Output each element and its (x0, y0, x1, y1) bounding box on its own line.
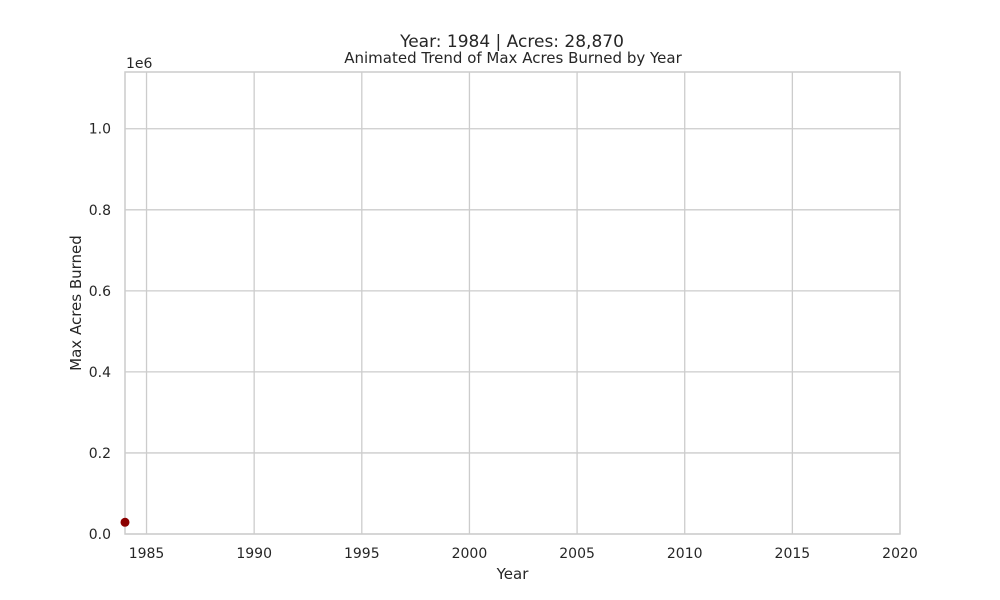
tick-layer: 1985 1990 1995 2000 2005 2010 2015 2020 0.0 0.2 0.… (89, 122, 918, 562)
x-tick-label: 1995 (344, 546, 380, 562)
data-point (120, 517, 130, 527)
x-tick-label: 2000 (452, 546, 488, 562)
y-tick-label: 0.8 (89, 203, 111, 219)
y-tick-label: 0.4 (89, 365, 111, 381)
mark-layer (120, 517, 130, 527)
x-tick-label: 2010 (667, 546, 703, 562)
y-tick-label: 0.2 (89, 446, 111, 462)
y-offset-label: 1e6 (126, 56, 153, 72)
chart-supertitle: Year: 1984 | Acres: 28,870 (400, 32, 624, 52)
x-tick-label: 2015 (775, 546, 811, 562)
y-tick-label: 0.6 (89, 284, 111, 300)
x-tick-label: 1985 (129, 546, 165, 562)
y-tick-label: 0.0 (89, 527, 111, 543)
x-tick-label: 2005 (559, 546, 595, 562)
y-tick-label: 1.0 (89, 122, 111, 138)
x-tick-label: 2020 (882, 546, 918, 562)
x-tick-label: 1990 (236, 546, 272, 562)
y-axis-label: Max Acres Burned (67, 235, 85, 371)
grid-layer (125, 72, 901, 535)
x-axis-label: Year (496, 565, 530, 583)
chart-title: Animated Trend of Max Acres Burned by Ye… (344, 49, 682, 67)
plot-frame (124, 71, 901, 535)
